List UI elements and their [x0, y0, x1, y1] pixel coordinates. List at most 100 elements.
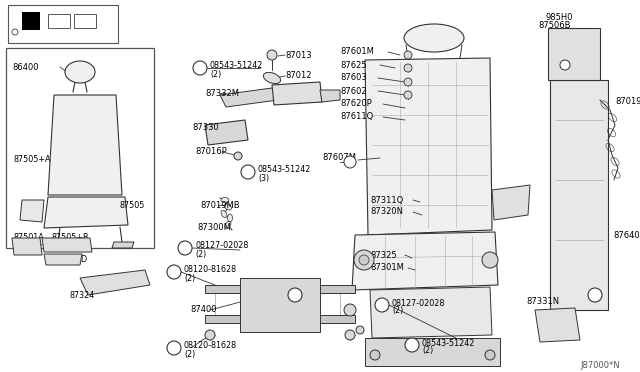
Text: 08543-51242: 08543-51242 — [422, 339, 476, 347]
Text: 87620P: 87620P — [340, 99, 372, 109]
Text: 87602: 87602 — [340, 87, 367, 96]
Text: 87601M: 87601M — [340, 48, 374, 57]
Bar — [205, 315, 355, 323]
Text: 87505+B: 87505+B — [52, 232, 90, 241]
Text: 08127-02028: 08127-02028 — [195, 241, 248, 250]
Circle shape — [356, 326, 364, 334]
Bar — [548, 28, 600, 80]
Polygon shape — [365, 58, 492, 235]
Circle shape — [344, 304, 356, 316]
Ellipse shape — [65, 61, 95, 83]
Circle shape — [405, 338, 419, 352]
Ellipse shape — [221, 210, 227, 218]
Text: 87625: 87625 — [340, 61, 367, 70]
Text: 87640: 87640 — [613, 231, 639, 240]
Polygon shape — [42, 238, 92, 252]
Polygon shape — [352, 232, 498, 290]
Text: 87330: 87330 — [192, 124, 219, 132]
Text: (2): (2) — [210, 70, 221, 78]
Text: S: S — [410, 340, 415, 350]
Text: 87325: 87325 — [370, 250, 397, 260]
Circle shape — [167, 341, 181, 355]
Text: 87013: 87013 — [285, 51, 312, 60]
Polygon shape — [205, 120, 248, 145]
Text: 87300M: 87300M — [197, 224, 231, 232]
Circle shape — [404, 64, 412, 72]
Circle shape — [482, 252, 498, 268]
Text: 08120-81628: 08120-81628 — [184, 341, 237, 350]
Circle shape — [560, 60, 570, 70]
Text: 87301M: 87301M — [370, 263, 404, 273]
Text: 87019MB: 87019MB — [200, 201, 239, 209]
Text: B: B — [379, 301, 385, 310]
Polygon shape — [535, 308, 580, 342]
Text: (3): (3) — [258, 173, 269, 183]
Text: 87505+A: 87505+A — [14, 155, 51, 164]
Text: 08120-81628: 08120-81628 — [184, 266, 237, 275]
Bar — [74, 14, 96, 28]
Text: (2): (2) — [392, 307, 403, 315]
Text: A: A — [292, 291, 298, 299]
Text: 87505: 87505 — [120, 201, 145, 209]
Text: 87019M: 87019M — [615, 97, 640, 106]
Text: 87603: 87603 — [340, 74, 367, 83]
Polygon shape — [12, 238, 42, 255]
Circle shape — [354, 250, 374, 270]
Text: 08127-02028: 08127-02028 — [392, 298, 445, 308]
Circle shape — [178, 241, 192, 255]
Text: (2): (2) — [422, 346, 433, 356]
Polygon shape — [112, 242, 134, 248]
Polygon shape — [370, 287, 492, 338]
Circle shape — [193, 61, 207, 75]
Circle shape — [404, 78, 412, 86]
Circle shape — [404, 91, 412, 99]
Polygon shape — [20, 200, 44, 222]
Bar — [8, 5, 118, 43]
Text: 87506B: 87506B — [538, 20, 570, 29]
Text: 87611Q: 87611Q — [340, 112, 373, 122]
Circle shape — [404, 51, 412, 59]
Circle shape — [485, 350, 495, 360]
Text: 87501A: 87501A — [14, 232, 45, 241]
Text: 87505+D: 87505+D — [50, 256, 88, 264]
Bar — [22, 12, 40, 30]
Text: 86400: 86400 — [12, 62, 38, 71]
Circle shape — [375, 298, 389, 312]
Text: 87607M: 87607M — [322, 154, 356, 163]
Bar — [550, 80, 608, 310]
Circle shape — [288, 288, 302, 302]
Circle shape — [234, 152, 242, 160]
Text: 08543-51242: 08543-51242 — [258, 166, 312, 174]
Circle shape — [205, 330, 215, 340]
Ellipse shape — [225, 221, 231, 229]
Ellipse shape — [224, 204, 232, 210]
Circle shape — [588, 288, 602, 302]
Polygon shape — [492, 185, 530, 220]
Circle shape — [344, 156, 356, 168]
Text: B: B — [182, 244, 188, 253]
Text: J87000*N: J87000*N — [580, 360, 620, 369]
Text: 87320N: 87320N — [370, 208, 403, 217]
Ellipse shape — [404, 24, 464, 52]
Circle shape — [370, 350, 380, 360]
Circle shape — [267, 50, 277, 60]
Ellipse shape — [227, 214, 232, 222]
Polygon shape — [48, 95, 122, 195]
Bar — [365, 338, 500, 366]
Polygon shape — [220, 88, 278, 107]
Circle shape — [359, 255, 369, 265]
Polygon shape — [80, 270, 150, 295]
Polygon shape — [44, 197, 128, 228]
Text: 87332M: 87332M — [205, 89, 239, 97]
Circle shape — [345, 330, 355, 340]
Text: A: A — [592, 291, 598, 299]
Polygon shape — [44, 254, 82, 265]
Text: S: S — [245, 167, 251, 176]
Circle shape — [241, 165, 255, 179]
Text: (2): (2) — [184, 273, 195, 282]
Text: S: S — [197, 64, 203, 73]
Text: 08543-51242: 08543-51242 — [210, 61, 264, 70]
Bar — [240, 278, 320, 332]
Text: 87331N: 87331N — [526, 298, 559, 307]
Text: (2): (2) — [184, 350, 195, 359]
